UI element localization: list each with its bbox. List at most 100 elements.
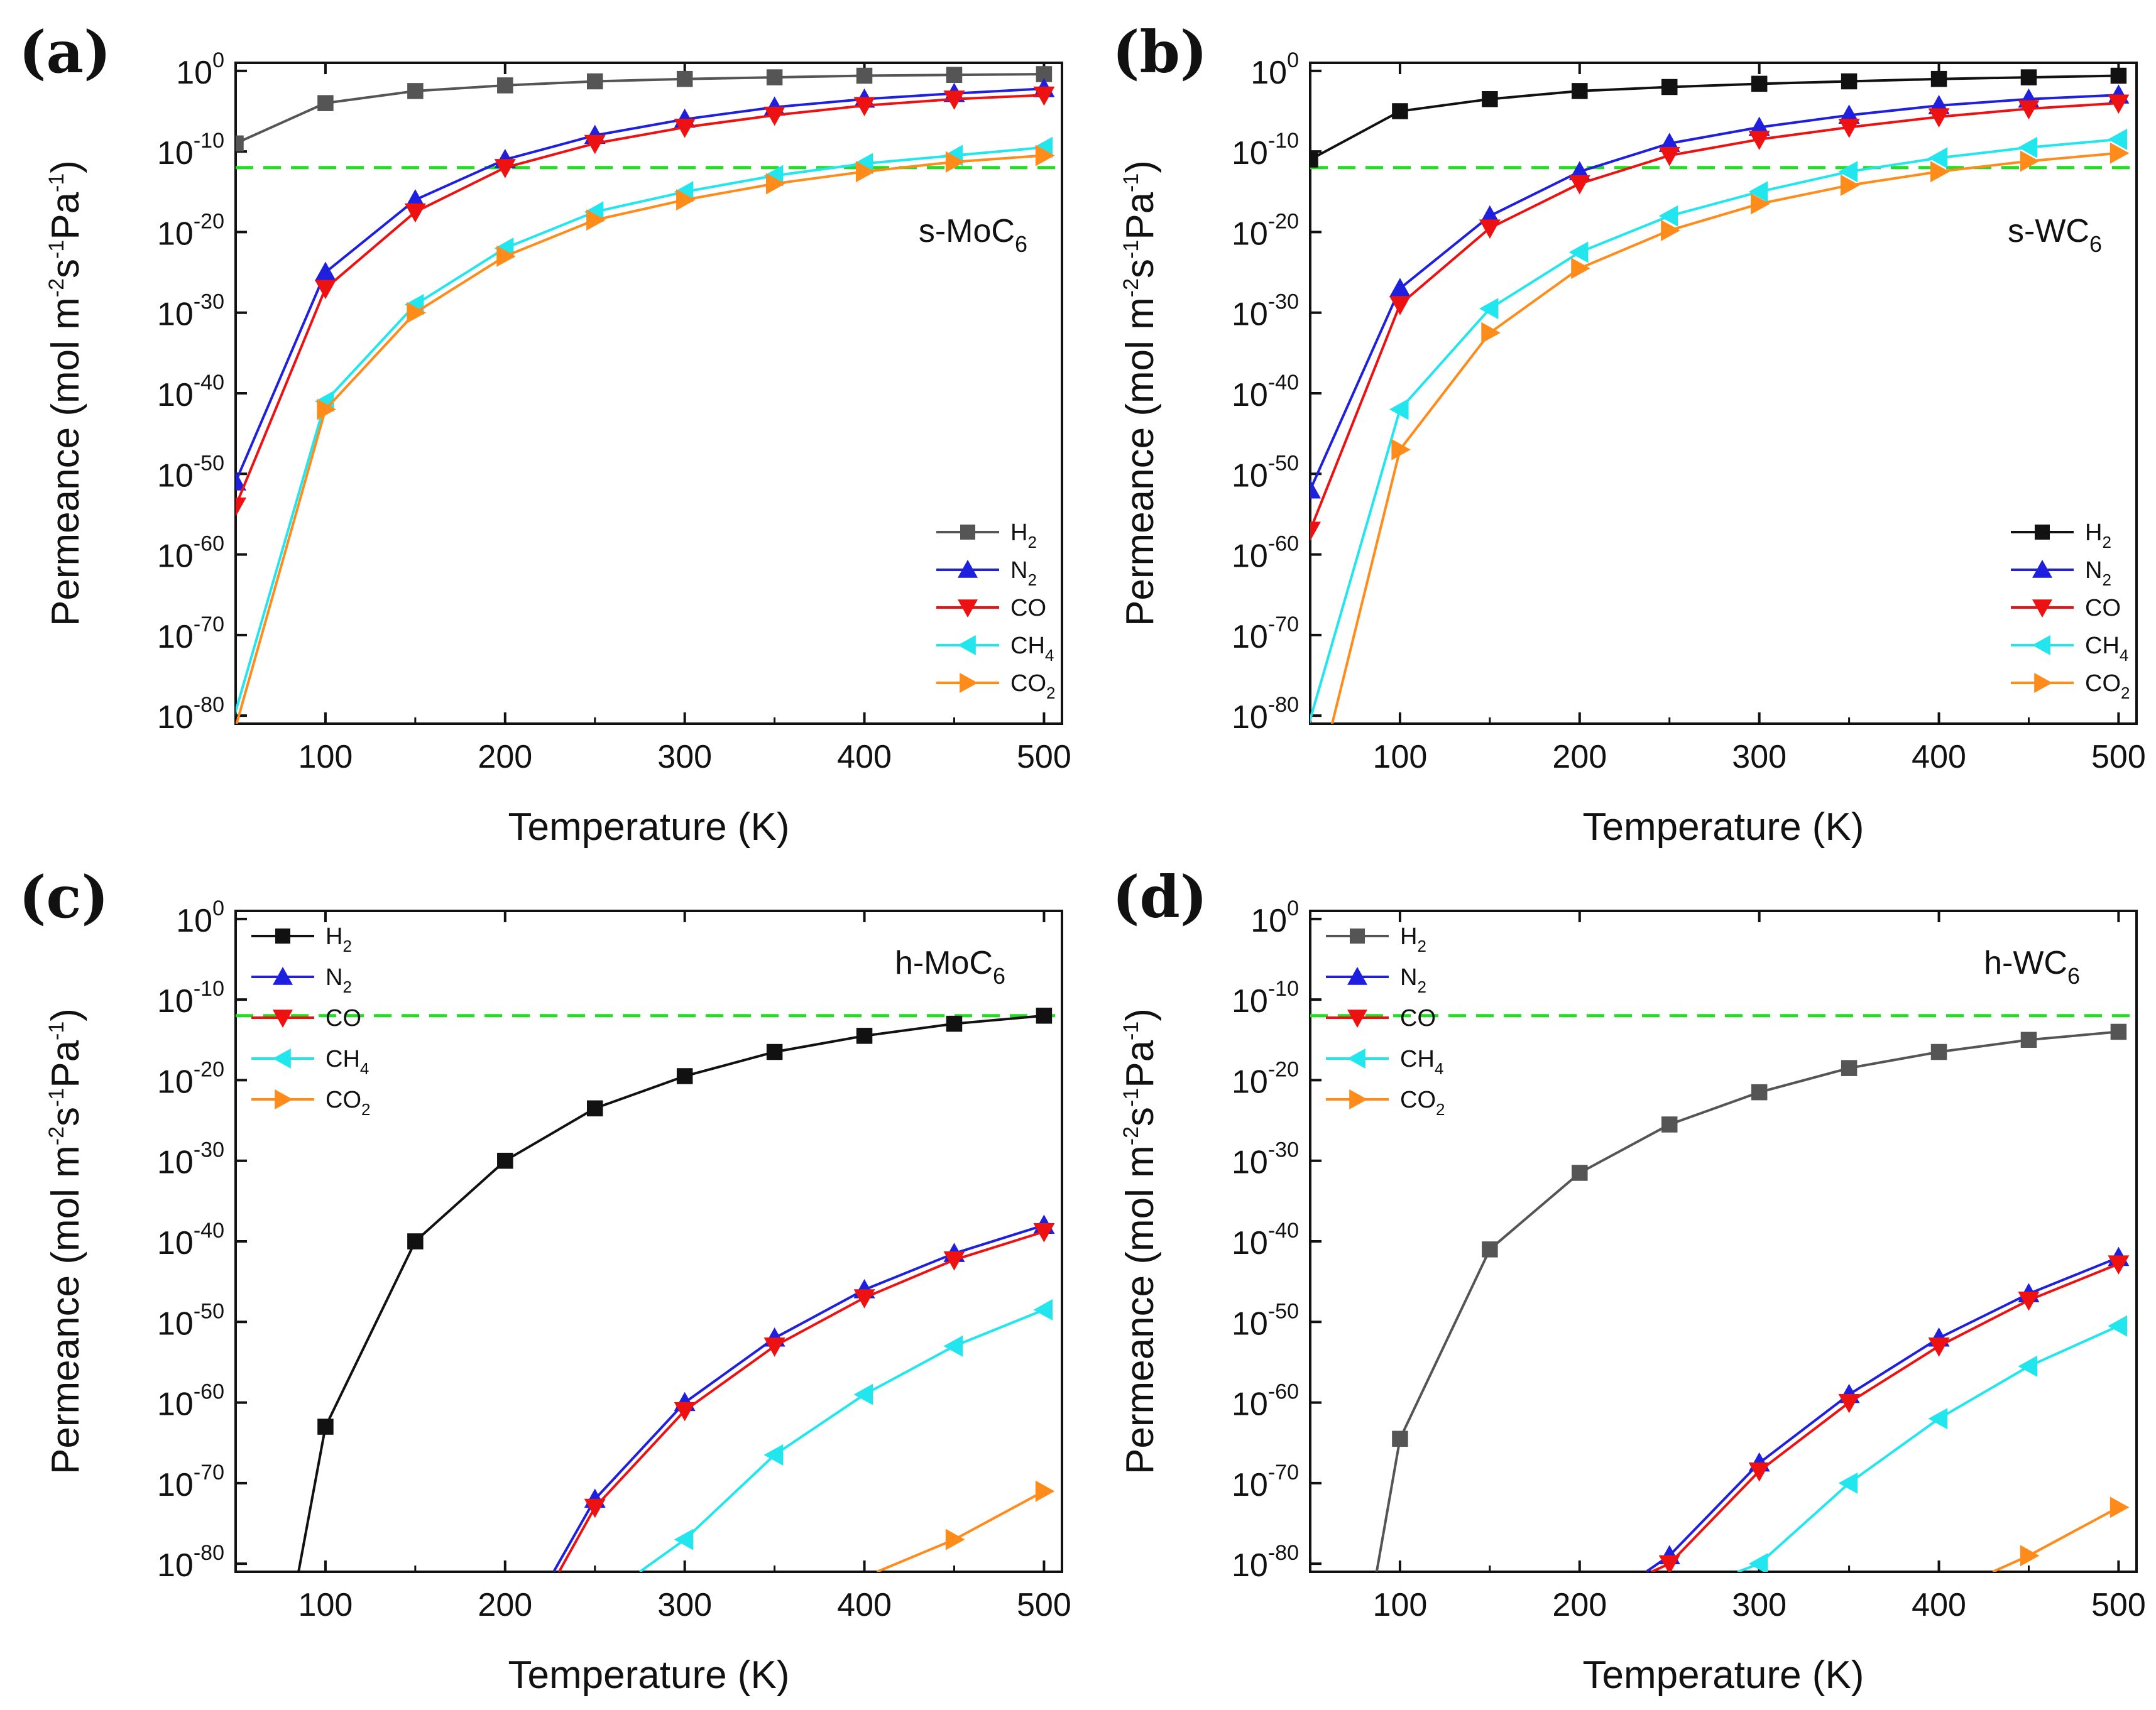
series-group [297, 1008, 1055, 1572]
x-axis-title: Temperature (K) [508, 1653, 790, 1697]
panel-letter: (a) [19, 18, 111, 86]
x-tick-label: 100 [298, 1587, 353, 1623]
legend-marker [1347, 967, 1367, 985]
legend-label: CO2 [1400, 1087, 1445, 1119]
y-tick-label: 10-20 [157, 1057, 224, 1100]
marker-co2 [1751, 193, 1770, 215]
marker-h2 [236, 135, 244, 152]
marker-h2 [2020, 1032, 2037, 1048]
legend-marker [2032, 635, 2050, 655]
y-tick-label: 10-10 [1232, 129, 1299, 172]
marker-co2 [586, 209, 606, 231]
marker-ch4 [2018, 1355, 2038, 1377]
marker-h2 [766, 69, 783, 85]
marker-co [236, 498, 246, 517]
x-tick-label: 300 [1732, 1587, 1787, 1623]
legend-marker [960, 673, 978, 693]
legend-label: CH4 [1400, 1046, 1443, 1078]
series-line-co [557, 1230, 1044, 1572]
marker-n2 [314, 261, 336, 281]
material-label: s-MoC6 [919, 213, 1027, 257]
marker-co [674, 119, 696, 138]
legend-item-co2: CO2 [936, 670, 1055, 702]
legend-item-co2: CO2 [1326, 1087, 1445, 1119]
y-axis-title: Permeance (mol m-2s-1Pa-1) [1119, 160, 1162, 626]
marker-ch4 [1748, 181, 1768, 203]
legend: H2 N2 CO CH4 CO2 [1326, 923, 1445, 1119]
x-tick-label: 300 [657, 739, 712, 775]
marker-h2 [497, 1152, 513, 1169]
legend-item-h2: H2 [251, 923, 352, 956]
marker-ch4 [2108, 1315, 2128, 1337]
y-tick-label: 10-40 [157, 1219, 224, 1261]
panel-letter: (d) [1112, 863, 1207, 931]
marker-ch4 [1748, 1553, 1768, 1572]
y-tick-label: 10-60 [1232, 1380, 1299, 1423]
marker-co [943, 90, 965, 110]
material-label: s-WC6 [2008, 213, 2102, 257]
x-tick-label: 500 [2091, 739, 2146, 775]
marker-co2 [945, 151, 965, 173]
marker-h2 [1661, 1116, 1678, 1133]
series-line-ch4 [1310, 138, 2119, 724]
marker-co [1568, 175, 1590, 195]
marker-co [314, 280, 336, 300]
legend-item-co: CO [1326, 1005, 1436, 1032]
x-tick-label: 200 [478, 739, 532, 775]
marker-h2 [497, 77, 513, 94]
marker-h2 [317, 95, 334, 111]
legend-label: N2 [1400, 964, 1426, 996]
legend-marker [2032, 599, 2052, 618]
marker-h2 [1392, 103, 1408, 119]
y-tick-label: 10-60 [1232, 532, 1299, 575]
marker-co [1389, 296, 1411, 315]
legend-label: H2 [1010, 520, 1037, 552]
legend-item-ch4: CH4 [2011, 633, 2128, 665]
y-tick-label: 10-10 [1232, 977, 1299, 1020]
legend-label: N2 [1010, 557, 1037, 589]
marker-h2 [946, 67, 963, 83]
x-tick-label: 200 [1552, 739, 1607, 775]
marker-co [1033, 1223, 1055, 1243]
y-tick-label: 10-10 [157, 977, 224, 1020]
marker-co [1310, 521, 1321, 542]
marker-h2 [2110, 1023, 2127, 1040]
legend-item-n2: N2 [1326, 964, 1426, 996]
marker-co [584, 1498, 606, 1518]
y-tick-label: 10-70 [157, 613, 224, 655]
series-line-h2 [1310, 74, 2119, 161]
marker-co2 [2020, 150, 2040, 172]
series-line-ch4 [1737, 1324, 2120, 1572]
marker-co2 [766, 173, 785, 195]
legend-item-co: CO [2011, 595, 2121, 621]
marker-co2 [2109, 1496, 2130, 1518]
legend-item-h2: H2 [1326, 923, 1426, 956]
legend-label: CO [1010, 595, 1046, 621]
x-tick-label: 100 [1373, 739, 1428, 775]
marker-h2 [586, 1100, 603, 1117]
marker-h2 [1392, 1430, 1408, 1447]
y-tick-label: 10-50 [157, 1299, 224, 1342]
legend-item-co: CO [936, 595, 1046, 621]
legend-item-ch4: CH4 [1326, 1046, 1443, 1078]
marker-h2 [1751, 1084, 1768, 1101]
marker-co2 [1571, 258, 1590, 280]
y-axis-title: Permeance (mol m-2s-1Pa-1) [44, 1008, 87, 1474]
marker-co2 [2109, 142, 2130, 164]
marker-co [404, 203, 426, 223]
x-axis-title: Temperature (K) [1583, 1653, 1864, 1697]
legend-label: CH4 [1010, 633, 1054, 665]
marker-n2 [1389, 278, 1411, 297]
marker-co [1838, 119, 1860, 138]
y-axis-title: Permeance (mol m-2s-1Pa-1) [1119, 1008, 1162, 1474]
y-tick-label: 10-80 [1232, 1541, 1299, 1584]
marker-ch4 [1479, 298, 1499, 320]
y-tick-label: 100 [1250, 896, 1299, 939]
marker-h2 [1572, 83, 1588, 99]
y-tick-label: 10-50 [157, 451, 224, 494]
y-tick-label: 10-30 [157, 290, 224, 333]
series-group [236, 66, 1055, 724]
marker-ch4 [2018, 136, 2038, 158]
marker-co2 [407, 302, 426, 324]
legend-marker [275, 929, 290, 944]
